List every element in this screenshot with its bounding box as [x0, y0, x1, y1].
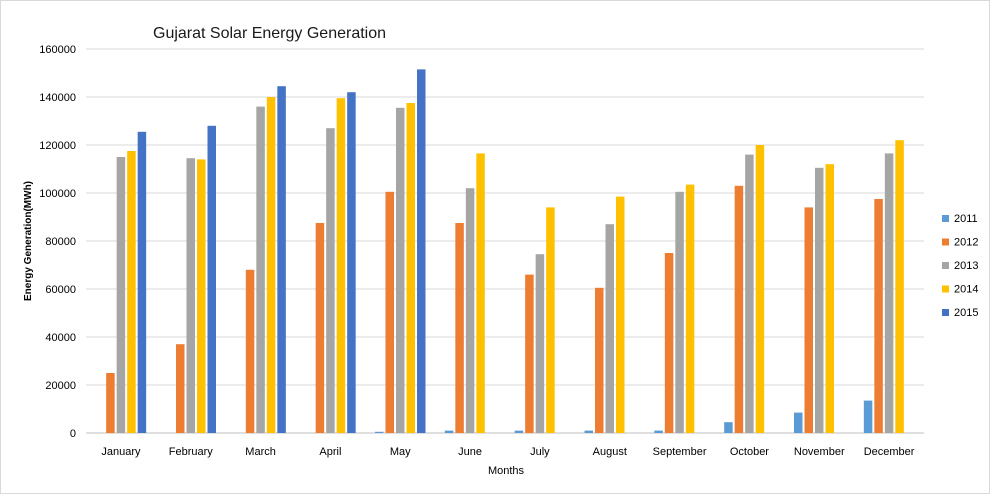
bar-2011-september — [654, 430, 663, 433]
bar-2015-february — [207, 125, 216, 434]
bar-2014-march — [266, 97, 276, 433]
x-axis-title: Months — [488, 465, 525, 477]
legend-label-2012: 2012 — [954, 237, 978, 249]
bar-2014-october — [755, 145, 765, 433]
y-tick-label: 40000 — [45, 332, 76, 344]
bar-2012-january — [106, 373, 115, 433]
bar-2012-november — [804, 207, 813, 433]
bar-2014-february — [197, 159, 206, 433]
x-tick-label: August — [593, 446, 627, 458]
bar-2013-september — [675, 191, 684, 433]
bar-2015-may — [417, 69, 426, 434]
y-tick-label: 20000 — [45, 380, 76, 392]
x-tick-label: July — [530, 446, 550, 458]
bar-2013-april — [326, 128, 335, 433]
bar-2011-october — [724, 422, 733, 433]
legend-label-2013: 2013 — [954, 260, 978, 272]
legend-label-2011: 2011 — [954, 213, 978, 225]
bar-2014-august — [616, 196, 625, 433]
x-tick-label: May — [390, 446, 411, 458]
gridlines — [86, 48, 924, 434]
y-tick-label: 100000 — [39, 188, 76, 200]
bar-2011-may — [375, 431, 384, 433]
bar-2013-may — [396, 107, 405, 434]
bar-2012-june — [455, 223, 464, 433]
bar-2013-february — [186, 158, 195, 433]
legend-swatch-2011 — [942, 215, 949, 222]
y-tick-label: 120000 — [39, 140, 76, 152]
bar-2014-april — [336, 98, 346, 433]
bar-2013-june — [465, 188, 475, 433]
legend: 2011 2012 2013 2014 2015 — [942, 213, 978, 319]
legend-swatch-2015 — [942, 309, 949, 316]
bar-2015-march — [277, 86, 286, 433]
bar-2012-august — [595, 287, 604, 433]
legend-swatch-2013 — [942, 262, 949, 269]
bar-2012-july — [525, 274, 534, 433]
x-tick-label: December — [864, 446, 915, 458]
x-tick-label: February — [169, 446, 214, 458]
bar-2011-june — [444, 430, 454, 433]
x-tick-label: March — [245, 446, 276, 458]
bar-2011-december — [863, 400, 873, 433]
y-axis-title: Energy Generation(MWh) — [23, 181, 34, 301]
bar-2014-september — [685, 184, 695, 433]
bar-2011-july — [514, 430, 524, 433]
bar-2015-april — [347, 92, 356, 433]
legend-swatch-2014 — [942, 285, 949, 293]
x-tick-labels: January February March April May June July Augu… — [101, 446, 914, 458]
y-tick-label: 80000 — [45, 236, 76, 248]
bar-2011-november — [794, 412, 803, 433]
x-tick-label: October — [730, 446, 769, 458]
legend-label-2014: 2014 — [954, 284, 978, 296]
bar-2014-july — [546, 207, 555, 433]
bars — [106, 69, 904, 434]
bar-2014-december — [895, 140, 904, 433]
bar-2014-january — [127, 151, 136, 433]
y-tick-label: 160000 — [39, 44, 76, 56]
bar-2013-october — [745, 154, 754, 433]
x-tick-label: September — [653, 446, 707, 458]
bar-2013-december — [884, 153, 894, 433]
x-tick-label: April — [319, 446, 341, 458]
x-tick-label: June — [458, 446, 482, 458]
legend-swatch-2012 — [942, 238, 949, 246]
x-tick-label: November — [794, 446, 845, 458]
bar-2012-april — [315, 223, 325, 433]
bar-2012-february — [176, 344, 185, 433]
bar-2013-july — [535, 254, 545, 433]
bar-2012-december — [874, 199, 883, 433]
legend-label-2015: 2015 — [954, 307, 978, 319]
bar-2012-october — [734, 185, 744, 433]
bar-2012-september — [664, 253, 674, 433]
chart-title: Gujarat Solar Energy Generation — [153, 25, 386, 42]
x-tick-label: January — [101, 446, 141, 458]
bar-2013-august — [605, 224, 614, 433]
bar-2013-january — [116, 157, 126, 433]
bar-2013-november — [815, 167, 824, 434]
bar-2013-march — [256, 106, 265, 433]
bar-2015-january — [137, 131, 147, 434]
y-tick-label: 140000 — [39, 92, 76, 104]
y-tick-label: 60000 — [45, 284, 76, 296]
bar-2014-november — [825, 164, 834, 433]
bar-2014-june — [476, 153, 485, 433]
bar-2011-august — [584, 430, 593, 433]
bar-2012-may — [385, 191, 394, 433]
y-tick-labels: 0 20000 40000 60000 80000 100000 120000 140000 1… — [39, 44, 76, 440]
bar-2012-march — [245, 269, 255, 433]
y-tick-label: 0 — [70, 428, 76, 440]
bar-2014-may — [406, 103, 415, 433]
